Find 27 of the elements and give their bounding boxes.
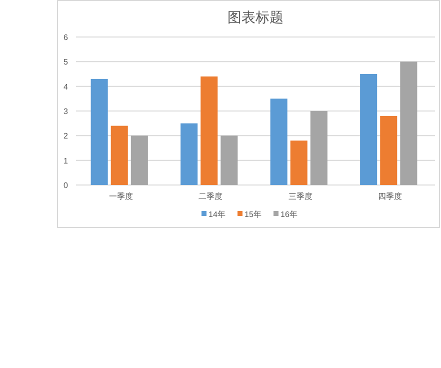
bar <box>220 136 238 185</box>
bar <box>310 111 328 185</box>
y-tick-label: 6 <box>64 33 69 42</box>
bar <box>200 76 218 185</box>
x-tick-label: 四季度 <box>378 192 402 201</box>
y-tick-label: 0 <box>64 181 69 190</box>
bar <box>360 74 378 185</box>
y-tick-label: 2 <box>64 132 69 141</box>
bar <box>380 116 398 185</box>
y-tick-label: 4 <box>64 82 69 92</box>
legend-label: 16年 <box>280 210 298 219</box>
chart-title: 图表标题 <box>228 9 284 25</box>
bar <box>290 140 308 185</box>
y-tick-label: 3 <box>64 107 69 116</box>
y-tick-label: 1 <box>64 156 69 166</box>
x-tick-label: 三季度 <box>288 192 312 201</box>
bar <box>130 136 148 185</box>
legend-label: 14年 <box>208 210 226 219</box>
bar <box>180 123 198 185</box>
y-tick-label: 5 <box>64 58 69 67</box>
x-tick-label: 二季度 <box>198 192 223 201</box>
legend-label: 15年 <box>244 210 262 219</box>
bar <box>400 62 418 185</box>
bar <box>110 126 128 185</box>
x-tick-label: 一季度 <box>108 192 133 201</box>
bar <box>90 78 108 185</box>
bar <box>270 98 288 185</box>
